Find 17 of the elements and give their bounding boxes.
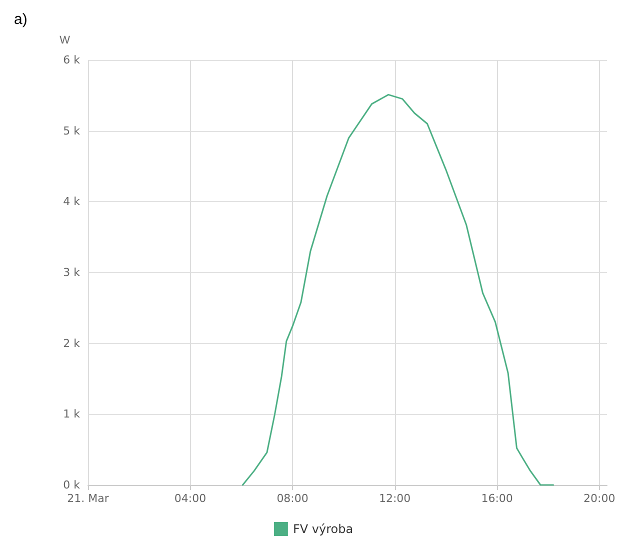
y-tick-label: 4 k [63, 195, 81, 208]
y-tick-label: 3 k [63, 266, 81, 279]
x-tick-label: 16:00 [481, 492, 513, 505]
y-tick-label: 1 k [63, 408, 81, 421]
x-tick-label: 04:00 [174, 492, 206, 505]
y-tick-label: 2 k [63, 336, 81, 350]
y-tick-label: 6 k [63, 54, 81, 66]
y-tick-label: 5 k [63, 124, 81, 138]
y-tick-label: 0 k [63, 478, 81, 492]
line-series [242, 94, 554, 486]
x-tick-label: 20:00 [583, 492, 616, 505]
x-tick-label: 21. Mar [67, 492, 110, 505]
x-tick-label: 08:00 [276, 492, 308, 505]
y-axis-title: W [60, 34, 71, 46]
legend-label: FV výroba [292, 522, 354, 536]
x-tick-label: 12:00 [378, 492, 411, 505]
text: a) [14, 11, 28, 28]
